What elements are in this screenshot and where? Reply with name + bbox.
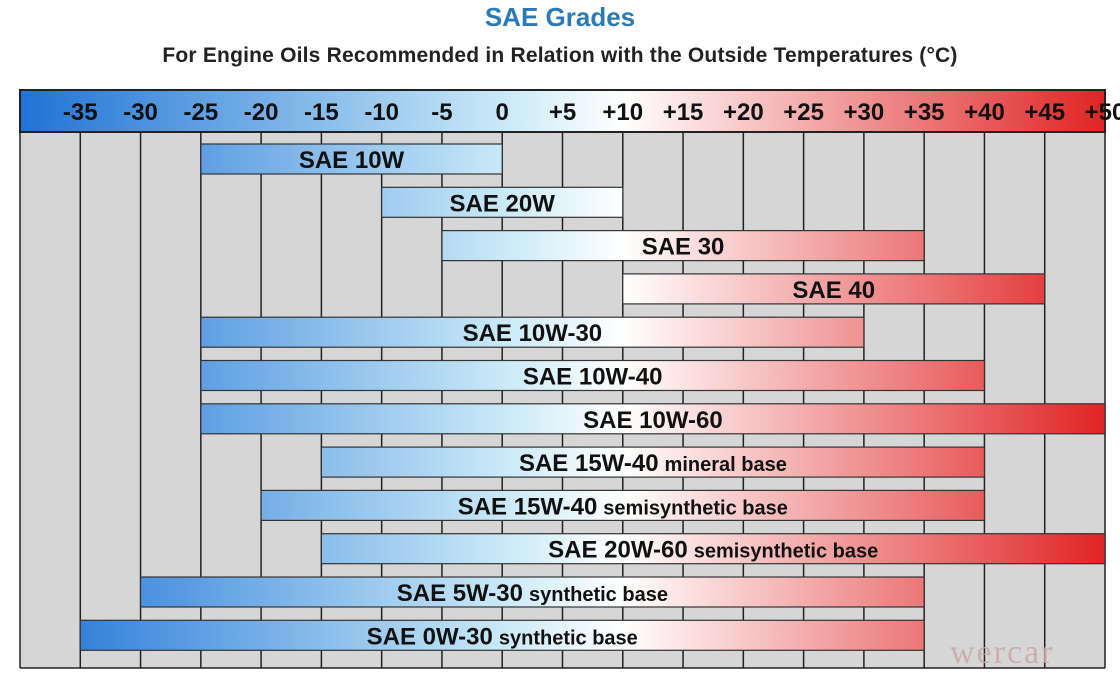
- grade-bar-label: SAE 20W-60 semisynthetic base: [548, 537, 878, 564]
- x-tick-label: +25: [783, 99, 824, 126]
- grade-bar-rect: [200, 403, 1106, 435]
- grade-bar-label: SAE 15W-40 mineral base: [519, 450, 787, 477]
- grade-name: SAE 0W-30: [367, 623, 493, 650]
- x-tick-label: +15: [663, 99, 704, 126]
- grade-bar: SAE 10W: [200, 143, 503, 175]
- grade-base-note: synthetic base: [529, 584, 668, 606]
- grade-bar: SAE 10W-40: [200, 359, 986, 392]
- grade-bar-rect: [320, 446, 986, 478]
- x-tick-label: -35: [63, 99, 98, 126]
- grade-bar: SAE 10W-60: [200, 403, 1106, 435]
- grade-bar-label: SAE 20W: [450, 190, 556, 217]
- x-tick-label: -20: [244, 99, 279, 126]
- x-tick-label: +5: [549, 99, 576, 126]
- grade-name: SAE 10W-30: [463, 320, 603, 347]
- grade-bar-label: SAE 30: [642, 234, 725, 261]
- grade-name: SAE 5W-30: [397, 580, 523, 607]
- grade-bar-rect: [139, 576, 925, 608]
- x-tick-label: +30: [844, 99, 885, 126]
- x-tick-label: +35: [904, 99, 945, 126]
- grade-bar-rect: [622, 273, 1046, 305]
- grade-bar-rect: [320, 533, 1106, 565]
- x-tick-label: -25: [183, 99, 218, 126]
- grade-bar: SAE 20W: [381, 186, 624, 218]
- grade-bar-rect: [200, 143, 503, 175]
- grade-bar: SAE 20W-60 semisynthetic base: [320, 533, 1106, 565]
- grade-base-note: synthetic base: [499, 627, 638, 649]
- x-tick-label: -30: [123, 99, 158, 126]
- grade-base-note: semisynthetic base: [603, 497, 788, 519]
- grade-base-note: semisynthetic base: [694, 541, 879, 563]
- grade-bar-rect: [441, 230, 925, 262]
- watermark: wercar: [950, 634, 1055, 671]
- grade-bar-label: SAE 10W-40: [523, 364, 663, 391]
- grade-name: SAE 10W-60: [583, 407, 723, 434]
- grade-bar-rect: [381, 186, 624, 218]
- grade-bar: SAE 15W-40 semisynthetic base: [260, 489, 986, 521]
- grade-bar-rect: [200, 359, 986, 392]
- grade-bar: SAE 0W-30 synthetic base: [79, 619, 925, 651]
- grade-bar-label: SAE 10W-30: [463, 320, 603, 347]
- grade-bar: SAE 15W-40 mineral base: [320, 446, 986, 478]
- grade-bar-label: SAE 40: [792, 277, 875, 304]
- grade-base-note: mineral base: [665, 454, 787, 476]
- grade-name: SAE 40: [792, 277, 875, 304]
- grade-bar-rect: [260, 489, 986, 521]
- grade-bar-rect: [79, 619, 925, 651]
- grade-name: SAE 20W-60: [548, 537, 688, 564]
- x-tick-label: +10: [602, 99, 643, 126]
- grade-bar: SAE 30: [441, 230, 925, 262]
- grade-bar-label: SAE 0W-30 synthetic base: [367, 623, 638, 650]
- temperature-scale-header: [19, 89, 1106, 133]
- x-tick-label: -15: [304, 99, 339, 126]
- grade-name: SAE 15W-40: [519, 450, 659, 477]
- x-tick-label: +45: [1024, 99, 1065, 126]
- x-tick-label: +20: [723, 99, 764, 126]
- chart-subtitle: For Engine Oils Recommended in Relation …: [162, 44, 958, 67]
- grade-bar-label: SAE 5W-30 synthetic base: [397, 580, 668, 607]
- grade-name: SAE 10W-40: [523, 364, 663, 391]
- x-tick-label: -10: [364, 99, 399, 126]
- grade-name: SAE 30: [642, 234, 725, 261]
- x-tick-label: +50: [1085, 99, 1120, 126]
- grade-bar-label: SAE 15W-40 semisynthetic base: [458, 493, 788, 520]
- grade-bar: SAE 5W-30 synthetic base: [139, 576, 925, 608]
- x-tick-label: -5: [431, 99, 452, 126]
- grade-name: SAE 20W: [450, 190, 556, 217]
- chart-title: SAE Grades: [484, 2, 636, 32]
- x-tick-label: 0: [496, 99, 509, 126]
- grade-bar-rect: [200, 316, 865, 348]
- grade-bar: SAE 10W-30: [200, 316, 865, 348]
- x-tick-label: +40: [964, 99, 1005, 126]
- grade-name: SAE 15W-40: [458, 493, 598, 520]
- grade-bar-label: SAE 10W-60: [583, 407, 723, 434]
- grade-bar-label: SAE 10W: [299, 147, 405, 174]
- grade-name: SAE 10W: [299, 147, 405, 174]
- grade-bar: SAE 40: [622, 273, 1046, 305]
